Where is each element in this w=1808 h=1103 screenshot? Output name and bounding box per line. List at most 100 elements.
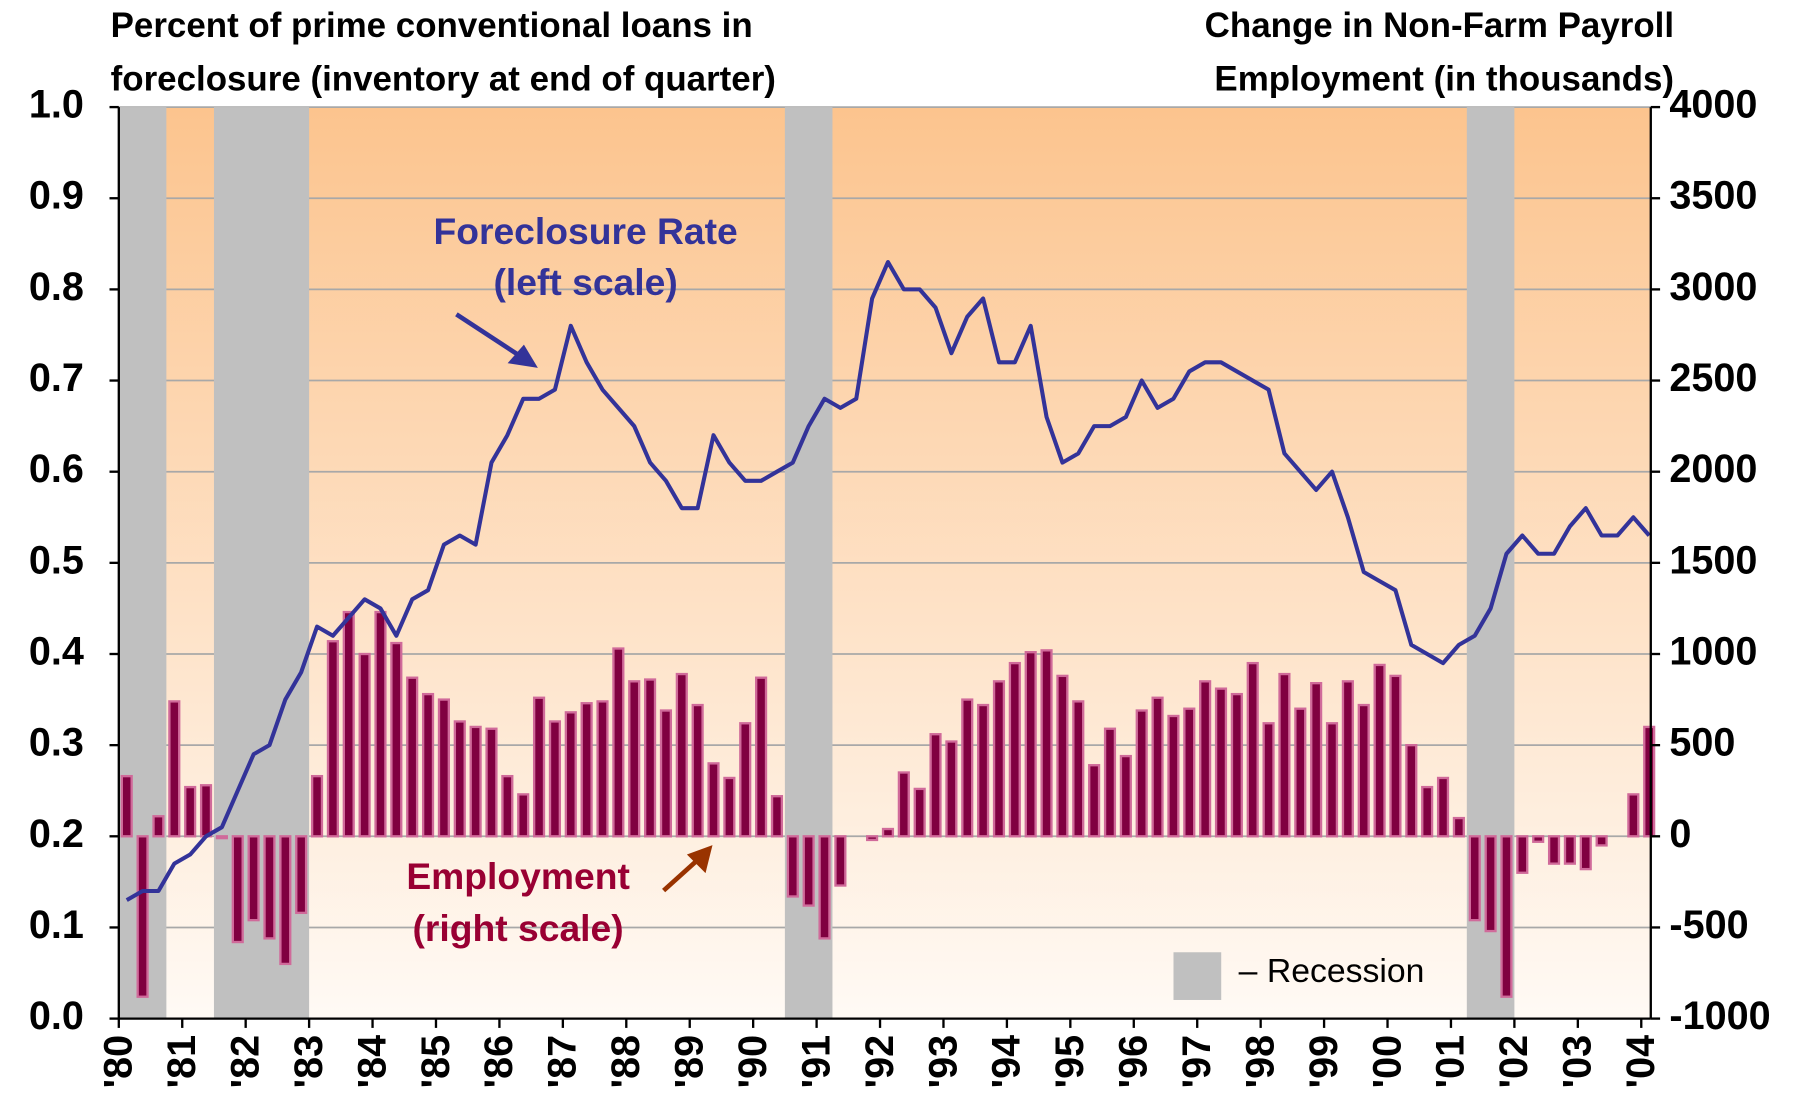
bar (834, 835, 847, 887)
x-tick-label: '99 (1302, 1035, 1346, 1088)
bar (1595, 835, 1608, 847)
y2-tick-label: 4000 (1669, 83, 1757, 127)
x-tick-label: '92 (858, 1035, 902, 1088)
bar (1563, 835, 1576, 865)
x-tick-label: '00 (1365, 1035, 1409, 1088)
y-tick-label: 0.0 (29, 994, 84, 1038)
bar (1547, 835, 1561, 865)
x-tick-label: '90 (731, 1035, 775, 1088)
x-tick-label: '80 (97, 1035, 141, 1088)
x-tick-label: '86 (477, 1035, 521, 1088)
bar (897, 771, 910, 838)
y-tick-label: 0.7 (29, 356, 84, 400)
bar (1278, 672, 1291, 838)
x-tick-label: '93 (921, 1035, 965, 1088)
bar (802, 835, 815, 907)
bar (326, 640, 339, 838)
bar (1341, 680, 1354, 838)
right-axis-title: Employment (in thousands) (1214, 60, 1674, 99)
left-axis-title: foreclosure (inventory at end of quarter… (111, 60, 776, 99)
x-tick-label: '81 (160, 1035, 204, 1088)
bar (818, 835, 831, 940)
x-tick-label: '95 (1048, 1035, 1092, 1088)
bar (612, 647, 625, 838)
y2-tick-label: 3000 (1669, 265, 1757, 309)
y-tick-label: 1.0 (29, 83, 84, 127)
bar (1199, 680, 1212, 838)
y-tick-label: 0.8 (29, 265, 84, 309)
legend-label: – Recession (1239, 952, 1425, 990)
employment-bars (120, 610, 1656, 998)
y2-tick-label: 3500 (1669, 174, 1757, 218)
bar (1516, 835, 1529, 874)
bar (913, 787, 926, 838)
y-tick-label: 0.9 (29, 174, 84, 218)
bar (532, 696, 546, 838)
bar (421, 692, 435, 838)
x-tick-label: '97 (1175, 1035, 1219, 1088)
bar (1183, 707, 1196, 838)
bar (707, 762, 720, 838)
bar (1056, 674, 1069, 838)
y2-tick-label: 500 (1669, 721, 1735, 765)
x-tick-label: '89 (668, 1035, 712, 1088)
bar (342, 610, 355, 838)
bar (390, 641, 403, 838)
bar (295, 835, 308, 915)
x-tick-label: '94 (985, 1035, 1029, 1088)
bar (485, 727, 498, 838)
bar (1008, 661, 1021, 838)
bar (1421, 785, 1434, 838)
axes: 0.0 0.1 0.2 0.3 0.4 0.5 0.6 0.7 0.8 0.9 1.0 -1000 -5… (29, 83, 1771, 1089)
x-tick-label: '03 (1556, 1035, 1600, 1088)
x-tick-label: '82 (223, 1035, 267, 1088)
bar (770, 795, 784, 838)
y-tick-label: 0.3 (29, 721, 84, 765)
bar (501, 774, 514, 838)
bar (1627, 793, 1640, 838)
bar (929, 733, 942, 838)
bar (247, 835, 260, 922)
y2-tick-label: 1500 (1669, 538, 1757, 582)
bar (1643, 725, 1656, 838)
x-tick-label: '98 (1238, 1035, 1282, 1088)
bar (1119, 754, 1132, 838)
bar (1452, 816, 1465, 838)
bar (453, 720, 466, 838)
annotation-arrow (455, 312, 538, 368)
bar (1262, 722, 1275, 838)
bar (310, 774, 324, 838)
bar (168, 700, 181, 838)
left-axis-title: Percent of prime conventional loans in (111, 6, 753, 45)
y-tick-label: 0.2 (29, 812, 84, 856)
bar (1072, 700, 1085, 838)
bar (945, 740, 958, 838)
bar (231, 835, 244, 944)
bar (755, 676, 768, 838)
bar (580, 702, 593, 838)
x-tick-label: '96 (1112, 1035, 1156, 1088)
x-tick-label: '88 (604, 1035, 648, 1088)
bar (675, 672, 688, 838)
annotation: Foreclosure Rate (433, 210, 737, 252)
x-tick-label: '85 (414, 1035, 458, 1088)
bar (1310, 682, 1323, 838)
bar (184, 785, 197, 838)
bar (977, 703, 990, 838)
y2-tick-label: 0 (1669, 812, 1691, 856)
legend-swatch (1173, 952, 1222, 1000)
x-tick-label: '02 (1492, 1035, 1536, 1088)
bar (1436, 776, 1450, 838)
bar (691, 703, 704, 838)
bar (1389, 674, 1402, 838)
y2-tick-label: -500 (1669, 903, 1748, 947)
bar (1357, 703, 1370, 838)
x-tick-label: '04 (1619, 1035, 1663, 1088)
bar (1246, 661, 1259, 838)
recession-band (213, 107, 310, 1019)
bar (1532, 835, 1545, 843)
bar (1214, 687, 1228, 838)
right-axis-title: Change in Non-Farm Payroll (1205, 6, 1674, 45)
x-tick-label: '91 (794, 1035, 838, 1088)
